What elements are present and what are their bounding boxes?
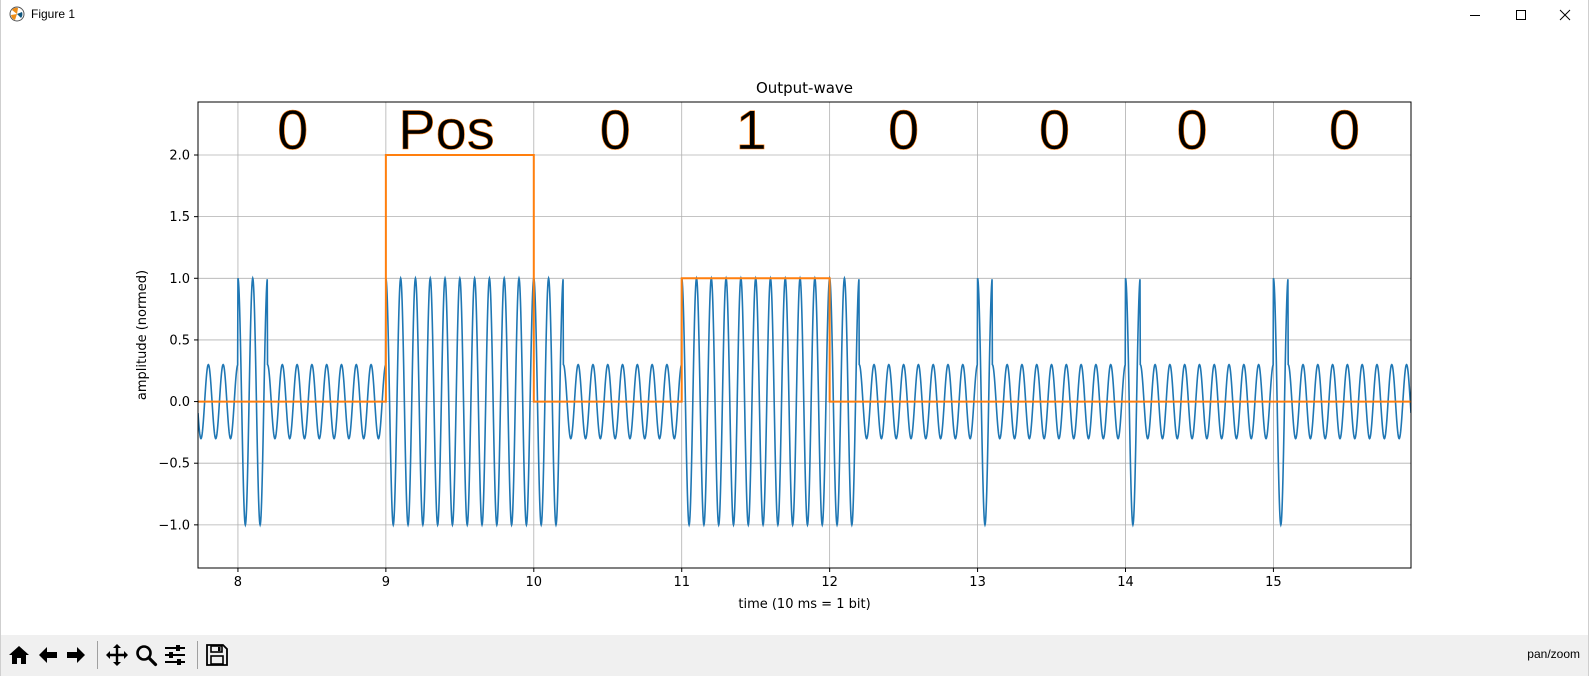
- x-tick-label: 12: [821, 575, 838, 590]
- x-tick-label: 9: [382, 575, 390, 590]
- close-icon: [1559, 9, 1571, 20]
- maximize-button[interactable]: [1498, 0, 1544, 29]
- bit-label: 0: [888, 98, 919, 161]
- configure-subplots-button[interactable]: [161, 640, 189, 670]
- y-tick-label: 1.0: [169, 272, 190, 287]
- minimize-icon: [1470, 14, 1480, 16]
- forward-button[interactable]: [62, 640, 90, 670]
- window-title: Figure 1: [31, 7, 76, 21]
- back-button[interactable]: [34, 640, 62, 670]
- pan-button[interactable]: [103, 640, 131, 670]
- bit-label: Pos: [398, 98, 495, 161]
- save-icon: [206, 644, 228, 666]
- y-tick-label: 2.0: [169, 149, 190, 164]
- status-text: pan/zoom: [1527, 647, 1580, 661]
- x-tick-label: 14: [1117, 575, 1134, 590]
- zoom-button[interactable]: [132, 640, 160, 670]
- pan-icon: [106, 644, 128, 666]
- title-bar[interactable]: Figure 1: [1, 0, 1588, 29]
- x-tick-label: 13: [969, 575, 986, 590]
- figure-canvas[interactable]: 0 Pos 0 1 0 0 0 0 8 9 10 11 12 13 14 15 −1.0 −0.5 0.0 0.5 1.…: [1, 29, 1588, 635]
- navigation-toolbar: pan/zoom: [1, 635, 1588, 676]
- toolbar-separator: [197, 641, 198, 669]
- output-wave-chart: 0 Pos 0 1 0 0 0 08 9 10 11 12 13 14 15−1.0−0.50.00.51.…: [135, 79, 1412, 612]
- bit-label: 0: [1039, 98, 1070, 161]
- home-icon: [9, 646, 29, 664]
- x-tick-label: 15: [1265, 575, 1282, 590]
- x-tick-label: 11: [673, 575, 690, 590]
- x-tick-label: 8: [234, 575, 242, 590]
- chart-title: Output-wave: [756, 79, 853, 97]
- y-tick-label: −0.5: [158, 457, 190, 472]
- home-button[interactable]: [5, 640, 33, 670]
- axes-frame: [197, 101, 1412, 569]
- plot-area: [198, 102, 1411, 568]
- configure-icon: [165, 645, 185, 665]
- save-button[interactable]: [203, 640, 231, 670]
- bit-signal-line: [198, 154, 1411, 403]
- x-axis-label: time (10 ms = 1 bit): [738, 597, 870, 612]
- minimize-button[interactable]: [1452, 0, 1498, 29]
- close-button[interactable]: [1542, 0, 1588, 29]
- bit-label: 0: [600, 98, 631, 161]
- bit-label: 0: [1329, 98, 1360, 161]
- y-tick-label: 0.0: [169, 395, 190, 410]
- y-tick-label: −1.0: [158, 518, 190, 533]
- y-axis-label: amplitude (normed): [135, 270, 150, 400]
- forward-icon: [67, 647, 85, 663]
- back-icon: [39, 647, 57, 663]
- zoom-icon: [136, 645, 158, 667]
- bit-label: 0: [1176, 98, 1207, 161]
- y-tick-label: 0.5: [169, 333, 190, 348]
- bit-label: 1: [736, 98, 767, 161]
- y-tick-label: 1.5: [169, 210, 190, 225]
- carrier-wave-line: [198, 275, 1411, 528]
- maximize-icon: [1516, 9, 1526, 20]
- bit-label: 0: [277, 98, 308, 161]
- x-tick-label: 10: [526, 575, 543, 590]
- matplotlib-logo-icon: [9, 6, 25, 22]
- toolbar-separator: [97, 641, 98, 669]
